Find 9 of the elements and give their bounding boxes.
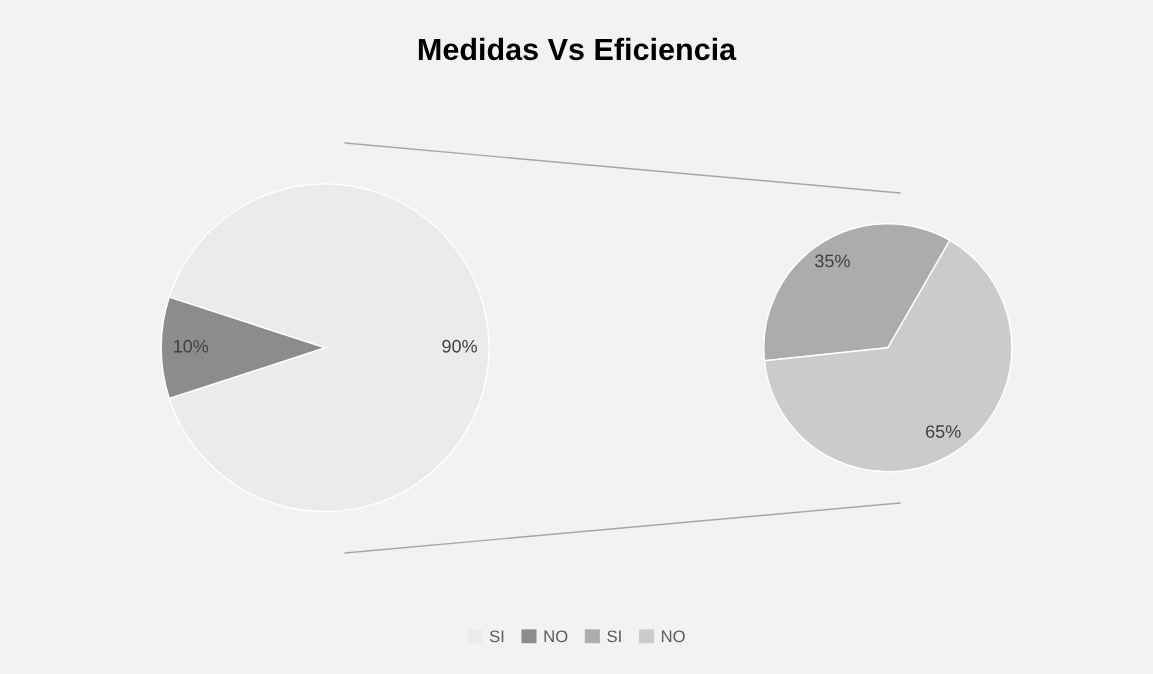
data-label: 35% [815, 254, 850, 268]
legend-label: SI [607, 630, 621, 643]
chart-title: Medidas Vs Eficiencia [418, 37, 737, 61]
legend-label: SI [489, 630, 504, 643]
data-label: 90% [442, 339, 477, 353]
data-label: 65% [926, 425, 961, 438]
data-label: 10% [174, 339, 209, 353]
legend-label: NO [544, 630, 568, 643]
legend-label: NO [661, 630, 685, 643]
